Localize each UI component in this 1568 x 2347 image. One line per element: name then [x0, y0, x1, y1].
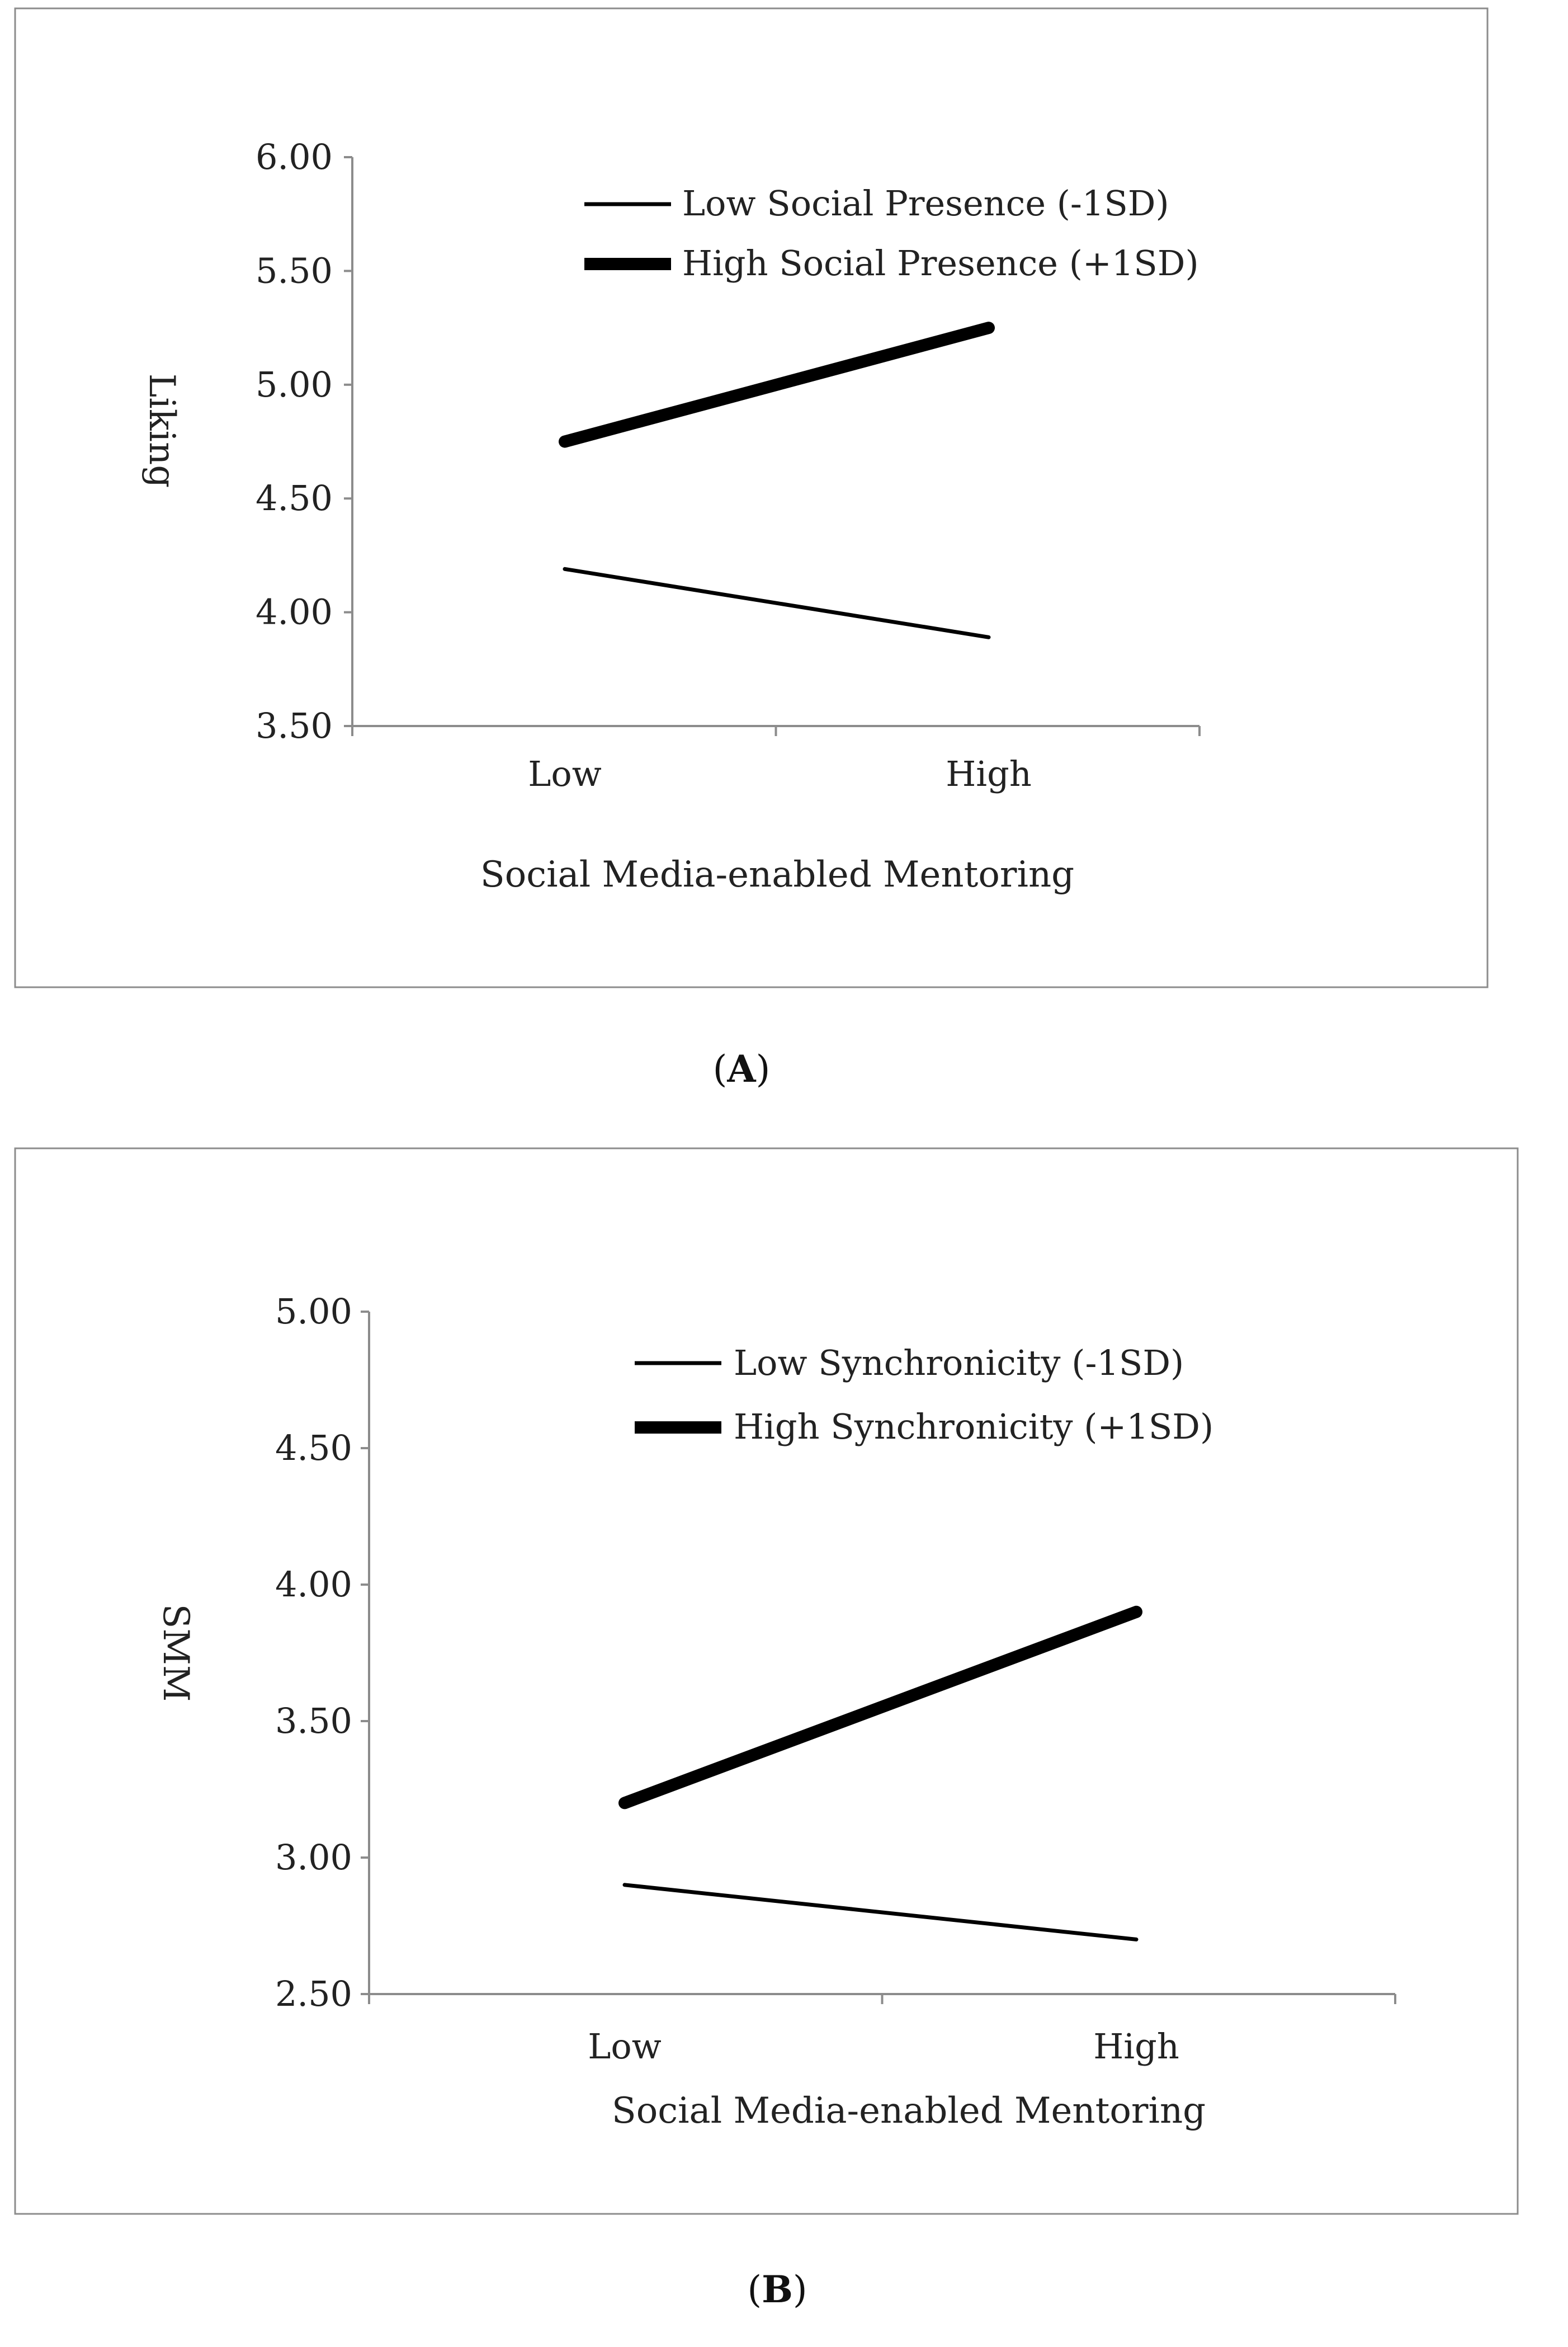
panel-b-series-high-line — [618, 1605, 1142, 1809]
panel-b-caption: (B) — [747, 2268, 807, 2311]
panel-a-y-axis-title: Liking — [141, 374, 182, 488]
panel-a-y-tick-label: 4.00 — [256, 592, 333, 633]
panel-a-caption-close: ) — [756, 1048, 771, 1091]
panel-a-x-tick-label: Low — [528, 753, 602, 794]
panel-b-x-tick-label: Low — [588, 2026, 662, 2067]
panel-b-caption-close: ) — [793, 2268, 807, 2311]
panel-a-caption: (A) — [713, 1047, 771, 1091]
panel-b-x-axis-title: Social Media-enabled Mentoring — [612, 2090, 1206, 2132]
panel-b-legend-label-low: Low Synchronicity (-1SD) — [734, 1342, 1184, 1383]
panel-b-caption-open: ( — [747, 2268, 762, 2311]
panel-b-caption-letter: B — [762, 2268, 793, 2311]
panel-b-frame — [14, 1147, 1519, 2215]
panel-b-y-tick-label: 3.00 — [275, 1837, 352, 1878]
panel-a-legend-label-low: Low Social Presence (-1SD) — [682, 183, 1169, 224]
panel-b-y-tick-label: 2.50 — [275, 1973, 352, 2014]
panel-b-legend: Low Synchronicity (-1SD) High Synchronic… — [635, 1342, 1213, 1447]
panel-b-chart: 2.50 3.00 3.50 4.00 4.50 5.00 Low High SMM Soc… — [14, 1147, 1519, 2215]
panel-a-y-tick-label: 5.50 — [256, 250, 333, 291]
panel-b-x-tick-label: High — [1093, 2026, 1179, 2067]
panel-a-y-tick-label: 4.50 — [256, 478, 333, 519]
panel-b-series-low-line — [622, 1883, 1139, 1941]
panel-a-caption-open: ( — [713, 1048, 728, 1091]
panel-a-series-low-line — [563, 567, 991, 639]
panel-a-y-tick-label: 3.50 — [256, 705, 333, 746]
panel-a-frame — [14, 7, 1489, 988]
panel-a-chart: 3.504.004.505.005.506.00 Low High Liking … — [14, 7, 1489, 988]
panel-b-y-axis-title: SMM — [155, 1604, 196, 1702]
panel-a-series-high-line — [559, 322, 995, 448]
panel-b-y-tick-label: 4.50 — [275, 1427, 352, 1468]
panel-b-y-tick-label: 5.00 — [275, 1291, 352, 1332]
panel-a-x-tick-label: High — [946, 753, 1032, 794]
panel-b-y-tick-label: 4.00 — [275, 1564, 352, 1605]
panel-a-y-tick-label: 6.00 — [256, 136, 333, 177]
panel-b-legend-label-high: High Synchronicity (+1SD) — [734, 1406, 1213, 1447]
panel-a-legend: Low Social Presence (-1SD) High Social P… — [584, 183, 1199, 284]
panel-a-x-axis-title: Social Media-enabled Mentoring — [480, 854, 1074, 896]
panel-a-legend-label-high: High Social Presence (+1SD) — [682, 243, 1199, 284]
panel-b-y-tick-label: 3.50 — [275, 1700, 352, 1741]
panel-a-caption-letter: A — [726, 1047, 756, 1091]
panel-a-y-tick-label: 5.00 — [256, 364, 333, 405]
